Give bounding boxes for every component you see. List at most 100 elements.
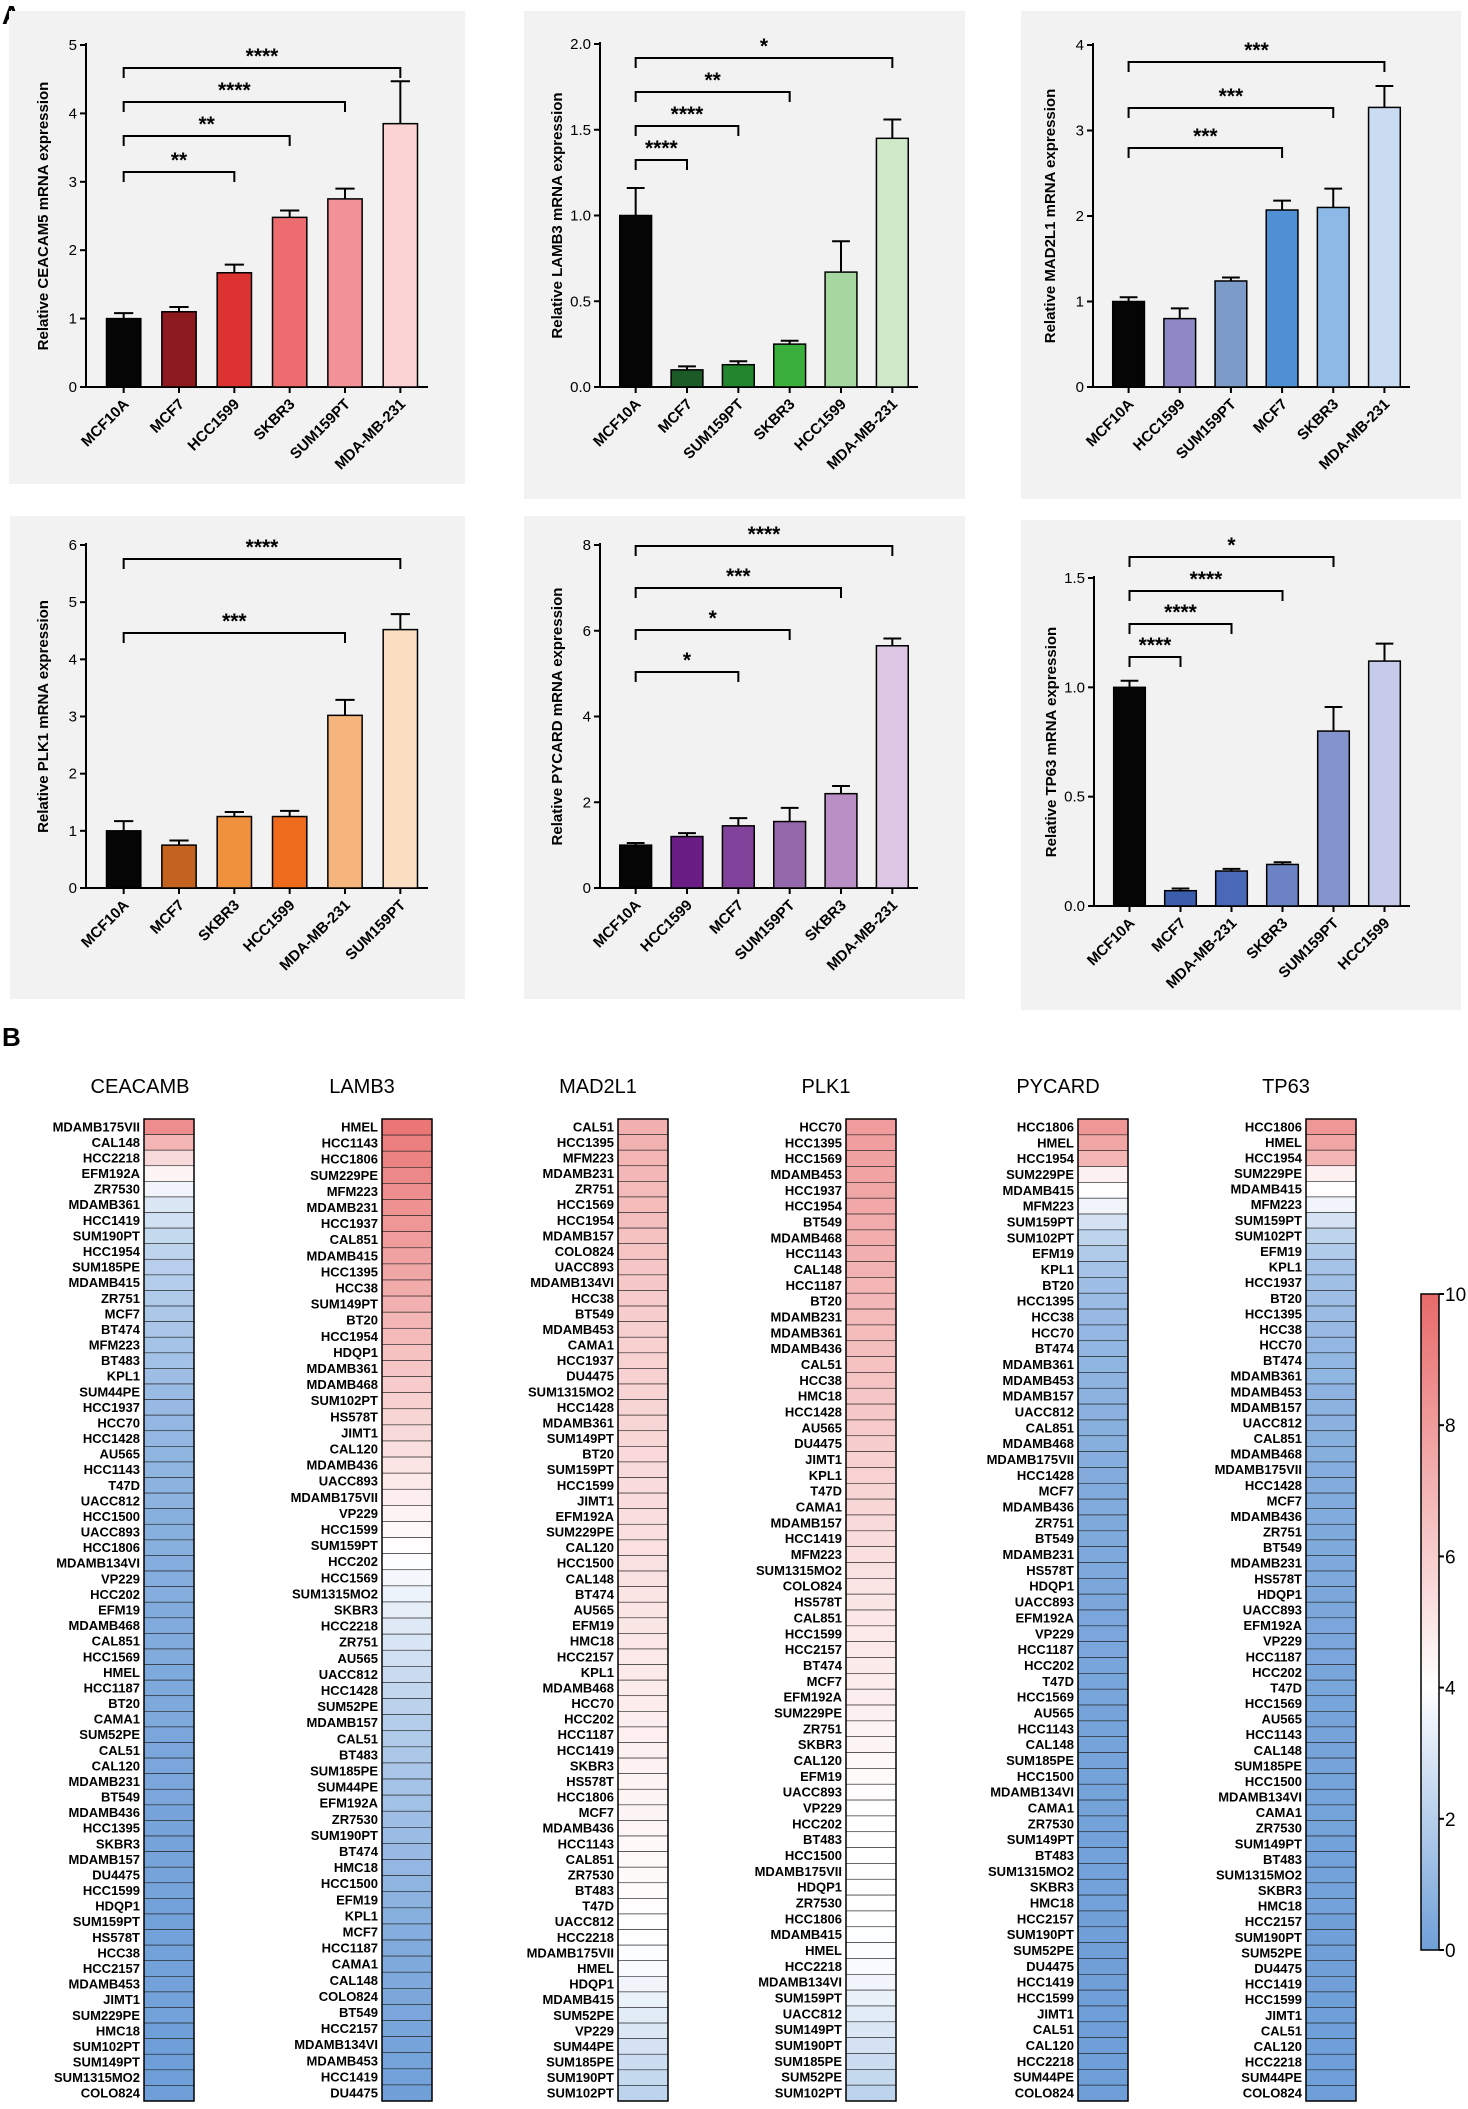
heatmap-row-label: HCC1806 bbox=[321, 1152, 378, 1167]
heatmap-cell bbox=[845, 1752, 897, 1769]
heatmap-cell bbox=[845, 1514, 897, 1532]
heatmap-row-label: CAL51 bbox=[99, 1743, 140, 1758]
heatmap-cell bbox=[143, 1960, 195, 1977]
heatmap-row-label: HCC1954 bbox=[785, 1199, 843, 1214]
heatmap-row-label: HCC38 bbox=[1031, 1309, 1074, 1324]
heatmap-row-label: EFM19 bbox=[98, 1603, 140, 1618]
heatmap-row-label: HCC1187 bbox=[1246, 1649, 1302, 1664]
y-axis-title: Relative TP63 mRNA expression bbox=[1043, 627, 1060, 857]
significance-stars: **** bbox=[671, 103, 705, 126]
heatmap-cell bbox=[143, 1523, 195, 1541]
heatmap-row-label: BT20 bbox=[582, 1447, 614, 1462]
heatmap-row-label: MCF7 bbox=[343, 1924, 378, 1939]
heatmap-row-label: HMEL bbox=[341, 1120, 378, 1135]
heatmap-cell bbox=[381, 1843, 433, 1860]
heatmap-cell bbox=[143, 1976, 195, 1993]
heatmap-row-label: SUM102PT bbox=[1235, 1228, 1302, 1243]
heatmap-cell bbox=[617, 1586, 669, 1603]
significance-stars: ** bbox=[171, 149, 188, 172]
heatmap-cell bbox=[1305, 1414, 1357, 1432]
bar-mcf7 bbox=[1163, 889, 1198, 907]
heatmap-cell bbox=[381, 1183, 433, 1200]
significance-stars: *** bbox=[1219, 85, 1244, 108]
heatmap-row-label: HCC1395 bbox=[785, 1135, 842, 1150]
heatmap-row-label: HCC70 bbox=[1259, 1338, 1302, 1353]
heatmap-row-label: HCC1500 bbox=[83, 1509, 140, 1524]
heatmap-cell bbox=[1305, 1804, 1357, 1821]
heatmap-cell bbox=[1077, 1688, 1129, 1706]
heatmap-cell bbox=[1077, 1245, 1129, 1262]
heatmap-row-label: HDQP1 bbox=[569, 1977, 614, 1992]
heatmap-row-label: HMC18 bbox=[570, 1634, 614, 1649]
heatmap-row-label: MDAMB175VII bbox=[755, 1864, 842, 1879]
heatmap-cell bbox=[143, 1570, 195, 1587]
heatmap-row-label: SUM149PT bbox=[1007, 1832, 1074, 1847]
heatmap-row-label: ZR751 bbox=[1263, 1525, 1302, 1540]
heatmap-cell bbox=[617, 1820, 669, 1837]
heatmap-cell bbox=[617, 1679, 669, 1697]
heatmap-row-label: SUM1315MO2 bbox=[756, 1563, 842, 1578]
heatmap-cell bbox=[143, 1461, 195, 1478]
heatmap-cell bbox=[617, 1321, 669, 1338]
heatmap-row-label: BT549 bbox=[803, 1214, 842, 1229]
heatmap-cell bbox=[143, 1399, 195, 1416]
heatmap-row-label: CAL851 bbox=[794, 1610, 842, 1625]
heatmap-row-label: MFM223 bbox=[327, 1184, 378, 1199]
heatmap-row-label: JIMT1 bbox=[103, 1992, 140, 2007]
heatmap-cell bbox=[143, 2022, 195, 2039]
heatmap-row-label: UACC812 bbox=[783, 2006, 842, 2021]
heatmap-row-label: HCC1187 bbox=[84, 1680, 140, 1695]
heatmap-cell bbox=[1305, 1711, 1357, 1728]
heatmap-cell bbox=[1077, 2084, 1129, 2102]
heatmap-row-label: SUM102PT bbox=[1007, 1230, 1074, 1245]
heatmap-cell bbox=[617, 1149, 669, 1167]
heatmap-cell bbox=[1077, 1498, 1129, 1516]
heatmap-row-label: HCC1569 bbox=[785, 1151, 842, 1166]
heatmap-row-label: CAL51 bbox=[337, 1731, 378, 1746]
heatmap-cell bbox=[617, 1882, 669, 1899]
heatmap-cell bbox=[143, 1539, 195, 1556]
heatmap-cell bbox=[845, 1910, 897, 1928]
heatmap-cell bbox=[617, 2085, 669, 2102]
heatmap-cell bbox=[617, 1336, 669, 1354]
heatmap-row-label: HDQP1 bbox=[797, 1880, 842, 1895]
colorbar: 0 2 4 6 8 10 bbox=[1420, 1285, 1466, 1962]
heatmap-row-label: MDAMB175VII bbox=[291, 1490, 378, 1505]
heatmap-row-label: MDAMB157 bbox=[306, 1715, 378, 1730]
heatmap-row-label: HCC38 bbox=[571, 1291, 614, 1306]
heatmap-cell bbox=[1305, 1305, 1357, 1322]
heatmap-row-label: SUM52PE bbox=[781, 2070, 842, 2085]
heatmap-cell bbox=[617, 1555, 669, 1572]
bar-mcf10a bbox=[619, 214, 653, 388]
heatmap-lamb3: LAMB3HMELHCC1143HCC1806SUM229PEMFM223MDA… bbox=[291, 1076, 433, 2102]
heatmap-cell bbox=[1305, 1570, 1357, 1587]
heatmap-cell bbox=[381, 1666, 433, 1683]
heatmap-row-label: MDAMB453 bbox=[68, 1977, 140, 1992]
heatmap-cell bbox=[381, 2020, 433, 2037]
heatmap-cell bbox=[143, 1648, 195, 1665]
heatmap-cell bbox=[617, 1305, 669, 1322]
heatmap-cell bbox=[1305, 1664, 1357, 1681]
heatmap-cell bbox=[1077, 1229, 1129, 1247]
heatmap-cell bbox=[1077, 1625, 1129, 1642]
heatmap-row-label: MDAMB415 bbox=[770, 1927, 842, 1942]
heatmap-row-label: CAL148 bbox=[566, 1571, 614, 1586]
heatmap-cell bbox=[845, 1213, 897, 1231]
heatmap-row-label: MFM223 bbox=[791, 1547, 842, 1562]
heatmap-row-label: UACC812 bbox=[1243, 1415, 1302, 1430]
heatmap-row-label: MDAMB415 bbox=[306, 1248, 378, 1263]
colorbar-tick-label: 8 bbox=[1445, 1416, 1456, 1437]
heatmap-row-label: MDAMB415 bbox=[68, 1275, 140, 1290]
y-tick-label: 4 bbox=[69, 105, 77, 122]
heatmap-cell bbox=[1305, 1321, 1357, 1338]
heatmap-cell bbox=[143, 1601, 195, 1619]
heatmap-row-label: MDAMB361 bbox=[306, 1361, 378, 1376]
heatmap-row-label: T47D bbox=[582, 1899, 614, 1914]
heatmap-cell bbox=[381, 1875, 433, 1893]
heatmap-cell bbox=[143, 1929, 195, 1946]
heatmap-row-label: CAL120 bbox=[92, 1758, 140, 1773]
heatmap-row-label: HCC1419 bbox=[83, 1213, 140, 1228]
heatmap-row-label: T47D bbox=[108, 1478, 140, 1493]
heatmap-cell bbox=[143, 1258, 195, 1276]
heatmap-row-label: HCC1500 bbox=[557, 1556, 614, 1571]
